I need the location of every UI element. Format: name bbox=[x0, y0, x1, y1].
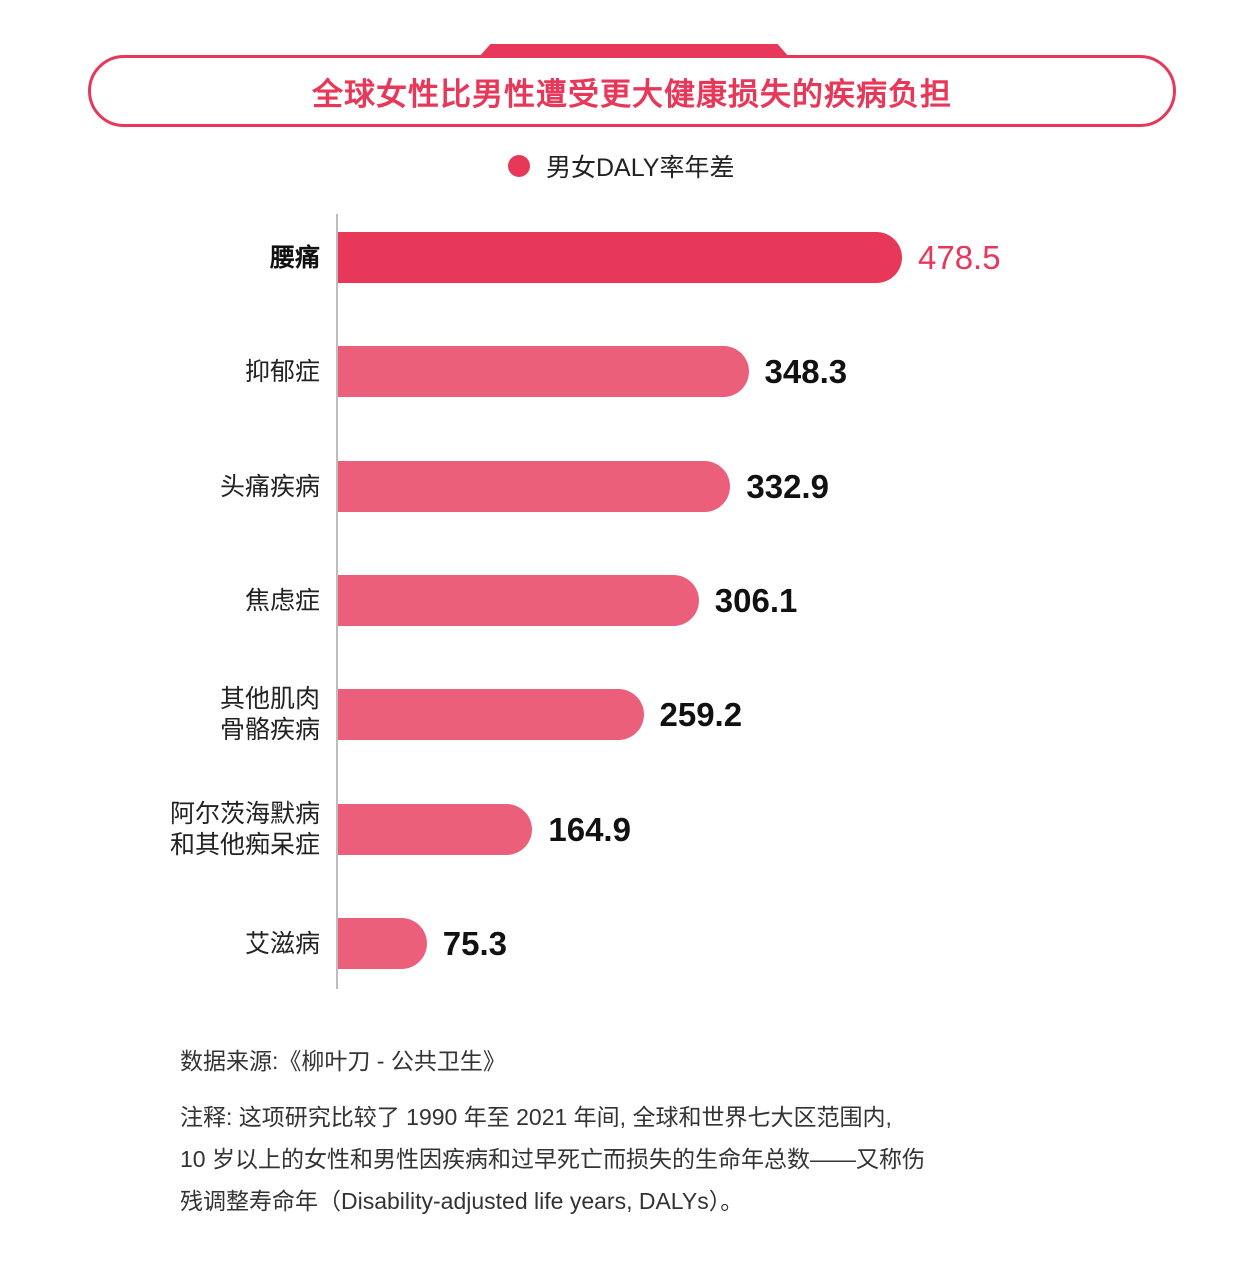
legend-label: 男女DALY率年差 bbox=[546, 154, 735, 182]
bar bbox=[338, 918, 427, 969]
bar bbox=[338, 689, 644, 740]
value-label: 259.2 bbox=[659, 696, 743, 733]
category-label: 艾滋病 bbox=[244, 929, 320, 958]
value-label: 348.3 bbox=[764, 353, 848, 390]
value-label: 478.5 bbox=[918, 239, 1001, 276]
value-label: 332.9 bbox=[746, 468, 829, 505]
y-axis-line bbox=[336, 214, 338, 989]
bar bbox=[338, 804, 533, 855]
value-label: 306.1 bbox=[714, 582, 798, 619]
bar bbox=[338, 346, 749, 397]
source-text: 数据来源:《柳叶刀 - 公共卫生》 bbox=[180, 1048, 506, 1074]
value-label: 75.3 bbox=[442, 925, 507, 962]
title-tab-decoration bbox=[478, 44, 790, 58]
category-label: 其他肌肉 骨骼疾病 bbox=[219, 685, 320, 744]
category-label: 腰痛 bbox=[269, 243, 320, 272]
value-label: 164.9 bbox=[548, 811, 631, 848]
bar bbox=[338, 232, 902, 283]
chart-title: 全球女性比男性遭受更大健康损失的疾病负担 bbox=[312, 76, 952, 112]
category-label: 头痛疾病 bbox=[219, 472, 320, 501]
note-line: 10 岁以上的女性和男性因疾病和过早死亡而损失的生命年总数——又称伤 bbox=[180, 1146, 925, 1172]
bar-row: 艾滋病 75.3 bbox=[0, 918, 1250, 970]
bar bbox=[338, 461, 731, 512]
legend-dot-icon bbox=[508, 155, 530, 177]
bar bbox=[338, 575, 699, 626]
legend: 男女DALY率年差 bbox=[508, 150, 734, 182]
bar-row: 腰痛 478.5 bbox=[0, 232, 1250, 284]
category-label: 阿尔茨海默病 和其他痴呆症 bbox=[169, 800, 320, 859]
category-label: 焦虑症 bbox=[244, 586, 320, 615]
category-label: 抑郁症 bbox=[244, 357, 320, 386]
bar-row: 抑郁症 348.3 bbox=[0, 346, 1250, 398]
bar-row: 焦虑症 306.1 bbox=[0, 575, 1250, 627]
bar-row: 其他肌肉 骨骼疾病 259.2 bbox=[0, 685, 1250, 744]
note-line: 残调整寿命年（Disability-adjusted life years, D… bbox=[180, 1188, 744, 1214]
bar-row: 阿尔茨海默病 和其他痴呆症 164.9 bbox=[0, 800, 1250, 859]
note-line: 注释: 这项研究比较了 1990 年至 2021 年间, 全球和世界七大区范围内… bbox=[180, 1104, 892, 1130]
bar-row: 头痛疾病 332.9 bbox=[0, 461, 1250, 513]
title-banner: 全球女性比男性遭受更大健康损失的疾病负担 bbox=[88, 55, 1176, 127]
